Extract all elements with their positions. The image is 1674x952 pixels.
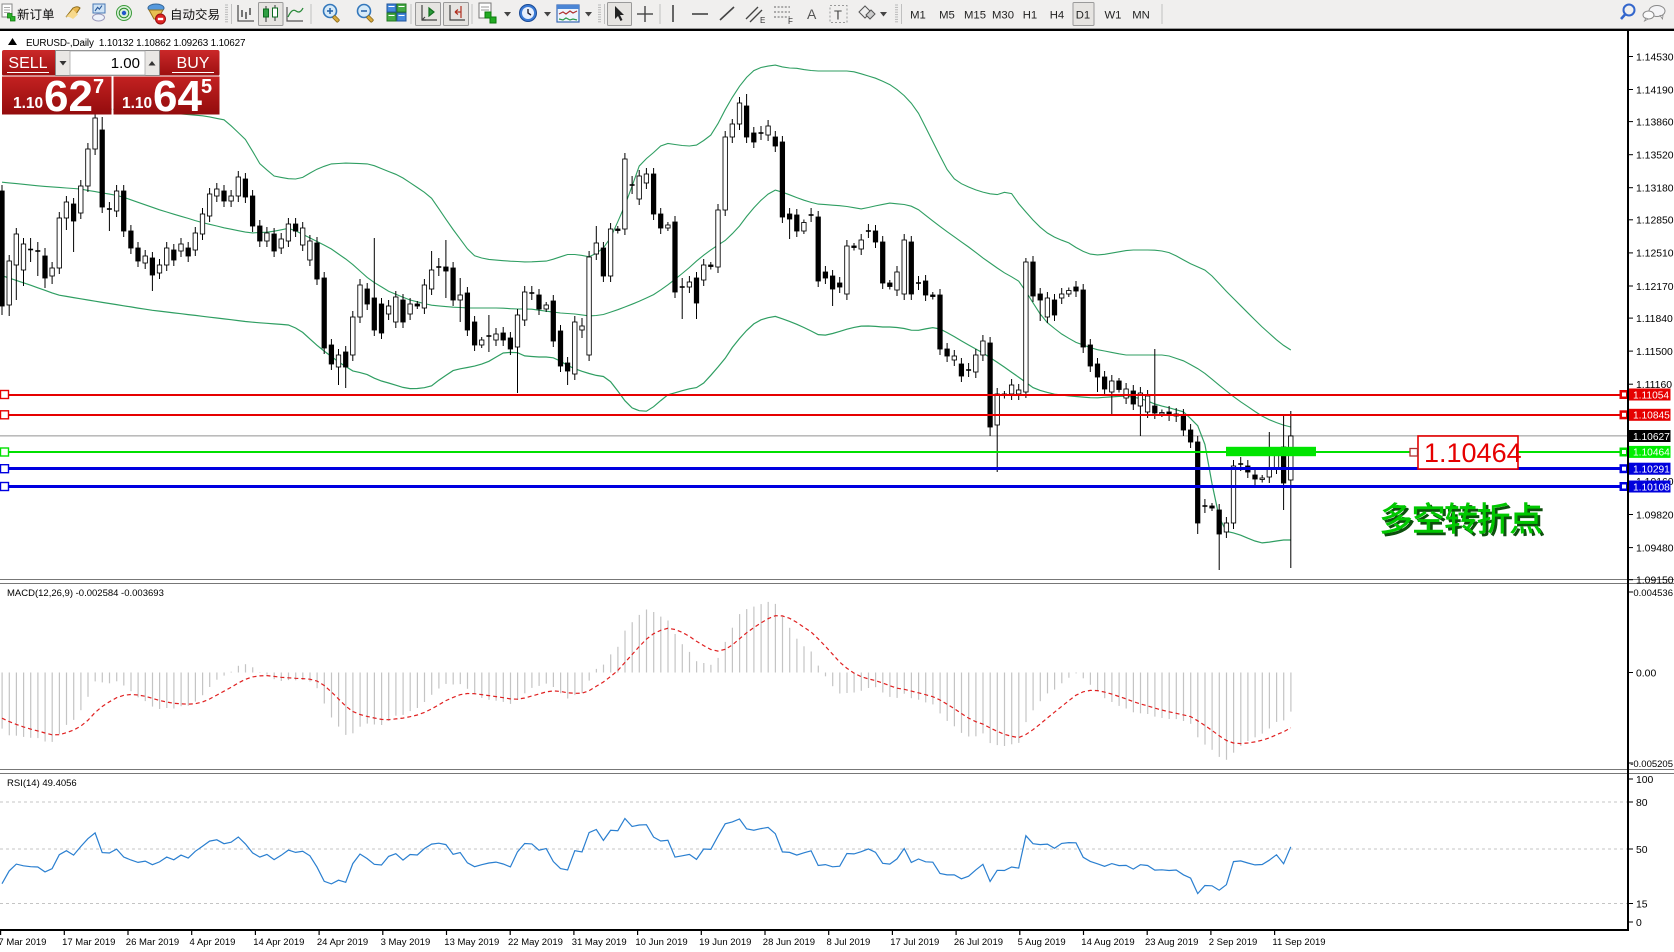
svg-text:M30: M30 [992, 10, 1014, 22]
svg-text:D1: D1 [1076, 10, 1090, 22]
svg-text:H1: H1 [1023, 10, 1037, 22]
svg-text:EURUSD-,Daily 1.10132 1.10862: EURUSD-,Daily 1.10132 1.10862 1.09263 1.… [26, 38, 245, 49]
svg-text:8 Jul 2019: 8 Jul 2019 [827, 937, 871, 948]
svg-text:14 Apr 2019: 14 Apr 2019 [253, 937, 304, 948]
svg-text:-0.005205: -0.005205 [1630, 759, 1673, 770]
svg-text:15: 15 [1636, 899, 1648, 910]
svg-text:13 May 2019: 13 May 2019 [444, 937, 499, 948]
svg-text:H4: H4 [1050, 10, 1064, 22]
svg-text:1.10464: 1.10464 [1424, 438, 1522, 468]
svg-text:1.10845: 1.10845 [1633, 411, 1670, 422]
svg-text:7 Mar 2019: 7 Mar 2019 [0, 937, 46, 948]
svg-text:1.14190: 1.14190 [1636, 85, 1674, 96]
svg-text:62: 62 [44, 72, 93, 121]
svg-text:26 Jul 2019: 26 Jul 2019 [954, 937, 1003, 948]
svg-text:1.09150: 1.09150 [1636, 576, 1674, 587]
svg-text:1.13520: 1.13520 [1636, 151, 1674, 162]
svg-text:1.10627: 1.10627 [1633, 432, 1670, 443]
svg-text:24 Apr 2019: 24 Apr 2019 [317, 937, 368, 948]
svg-text:23 Aug 2019: 23 Aug 2019 [1145, 937, 1198, 948]
svg-text:31 May 2019: 31 May 2019 [572, 937, 627, 948]
svg-text:1.09820: 1.09820 [1636, 510, 1674, 521]
svg-text:F: F [788, 17, 793, 26]
svg-text:1.10108: 1.10108 [1633, 482, 1670, 493]
svg-text:MN: MN [1132, 10, 1150, 22]
svg-text:4 Apr 2019: 4 Apr 2019 [190, 937, 236, 948]
svg-text:1.09480: 1.09480 [1636, 543, 1674, 554]
svg-text:1.10: 1.10 [13, 95, 43, 112]
svg-text:1.10291: 1.10291 [1633, 465, 1670, 476]
svg-text:80: 80 [1636, 798, 1648, 809]
svg-text:1.10: 1.10 [122, 95, 152, 112]
svg-text:5: 5 [201, 76, 212, 98]
svg-text:50: 50 [1636, 845, 1648, 856]
svg-text:1.00: 1.00 [111, 55, 140, 72]
svg-text:5 Aug 2019: 5 Aug 2019 [1018, 937, 1066, 948]
svg-text:1.13860: 1.13860 [1636, 117, 1674, 128]
svg-text:1.12510: 1.12510 [1636, 249, 1674, 260]
svg-text:W1: W1 [1105, 10, 1122, 22]
svg-text:2 Sep 2019: 2 Sep 2019 [1209, 937, 1258, 948]
svg-text:M1: M1 [910, 10, 926, 22]
svg-text:1.10464: 1.10464 [1633, 448, 1670, 459]
svg-text:3 May 2019: 3 May 2019 [381, 937, 431, 948]
svg-text:100: 100 [1636, 775, 1654, 786]
svg-text:7: 7 [93, 76, 104, 98]
svg-text:1.12850: 1.12850 [1636, 216, 1674, 227]
svg-text:E: E [760, 16, 765, 25]
svg-text:1.12170: 1.12170 [1636, 282, 1674, 293]
svg-text:1.11160: 1.11160 [1636, 380, 1672, 391]
svg-text:14 Aug 2019: 14 Aug 2019 [1081, 937, 1134, 948]
svg-text:M15: M15 [964, 10, 986, 22]
svg-text:A: A [807, 6, 817, 22]
svg-text:26 Mar 2019: 26 Mar 2019 [126, 937, 179, 948]
svg-text:T: T [834, 8, 842, 23]
svg-text:BUY: BUY [177, 55, 210, 72]
svg-text:0: 0 [1636, 918, 1642, 929]
svg-text:SELL: SELL [8, 55, 47, 72]
svg-text:1.11054: 1.11054 [1633, 390, 1669, 401]
svg-text:17 Jul 2019: 17 Jul 2019 [890, 937, 939, 948]
svg-text:64: 64 [153, 72, 202, 121]
svg-text:19 Jun 2019: 19 Jun 2019 [699, 937, 751, 948]
svg-text:M5: M5 [939, 10, 955, 22]
svg-text:1.13180: 1.13180 [1636, 184, 1674, 195]
svg-text:0.004536: 0.004536 [1633, 588, 1673, 599]
svg-text:1.11500: 1.11500 [1636, 347, 1673, 358]
svg-text:10 Jun 2019: 10 Jun 2019 [635, 937, 687, 948]
svg-text:1.14530: 1.14530 [1636, 52, 1674, 63]
svg-text:11 Sep 2019: 11 Sep 2019 [1272, 937, 1325, 948]
svg-text:1.11840: 1.11840 [1636, 314, 1673, 325]
svg-text:MACD(12,26,9) -0.002584 -0.003: MACD(12,26,9) -0.002584 -0.003693 [7, 588, 164, 599]
svg-text:22 May 2019: 22 May 2019 [508, 937, 563, 948]
svg-text:28 Jun 2019: 28 Jun 2019 [763, 937, 815, 948]
svg-text:0.00: 0.00 [1636, 668, 1656, 679]
svg-text:RSI(14) 49.4056: RSI(14) 49.4056 [7, 778, 77, 789]
svg-text:17 Mar 2019: 17 Mar 2019 [62, 937, 115, 948]
